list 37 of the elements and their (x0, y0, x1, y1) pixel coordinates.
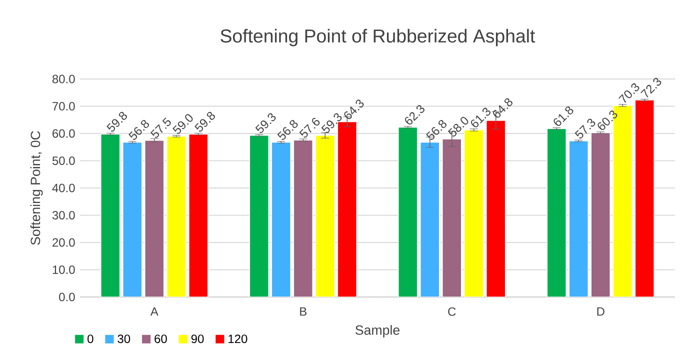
x-tick-label: D (597, 307, 604, 316)
y-tick-label: 10.0 (52, 265, 75, 274)
x-tick-label: C (448, 307, 456, 316)
data-label: 60.3 (598, 110, 618, 130)
y-axis-title: Softening Point, 0C (30, 131, 43, 245)
y-tick-label: 60.0 (52, 129, 75, 138)
data-label: 70.3 (618, 83, 640, 103)
data-label: 56.8 (277, 120, 298, 140)
legend-label: 0 (88, 334, 94, 344)
data-label: 58.0 (448, 116, 468, 137)
legend-label: 30 (118, 334, 130, 344)
data-label: 59.3 (255, 113, 276, 134)
data-label: 56.8 (128, 120, 149, 140)
legend-label: 60 (154, 334, 167, 344)
y-tick-label: 70.0 (52, 102, 75, 111)
y-tick-label: 40.0 (52, 184, 75, 192)
x-tick-label: A (150, 307, 158, 316)
data-label: 64.8 (492, 98, 512, 118)
y-tick-label: 20.0 (52, 238, 75, 247)
y-tick-label: 80.0 (52, 74, 75, 84)
chart-title: Softening Point of Rubberized Asphalt (220, 28, 536, 46)
data-label: 62.3 (404, 105, 424, 125)
y-tick-label: 30.0 (52, 210, 75, 220)
x-tick-label: B (300, 307, 307, 316)
data-label: 59.0 (172, 114, 193, 134)
legend-label: 90 (191, 334, 204, 344)
data-label: 56.8 (426, 120, 446, 140)
legend-label: 120 (228, 334, 248, 344)
y-tick-label: 50.0 (52, 156, 75, 166)
data-label: 57.3 (574, 118, 596, 138)
data-label: 64.3 (344, 100, 364, 120)
data-label: 61.8 (554, 106, 574, 126)
x-axis-title: Sample (356, 325, 400, 338)
data-label: 72.3 (640, 78, 662, 98)
data-label: 59.3 (321, 113, 342, 134)
y-tick-label: 0.0 (59, 292, 75, 302)
data-label: 61.3 (470, 108, 490, 128)
